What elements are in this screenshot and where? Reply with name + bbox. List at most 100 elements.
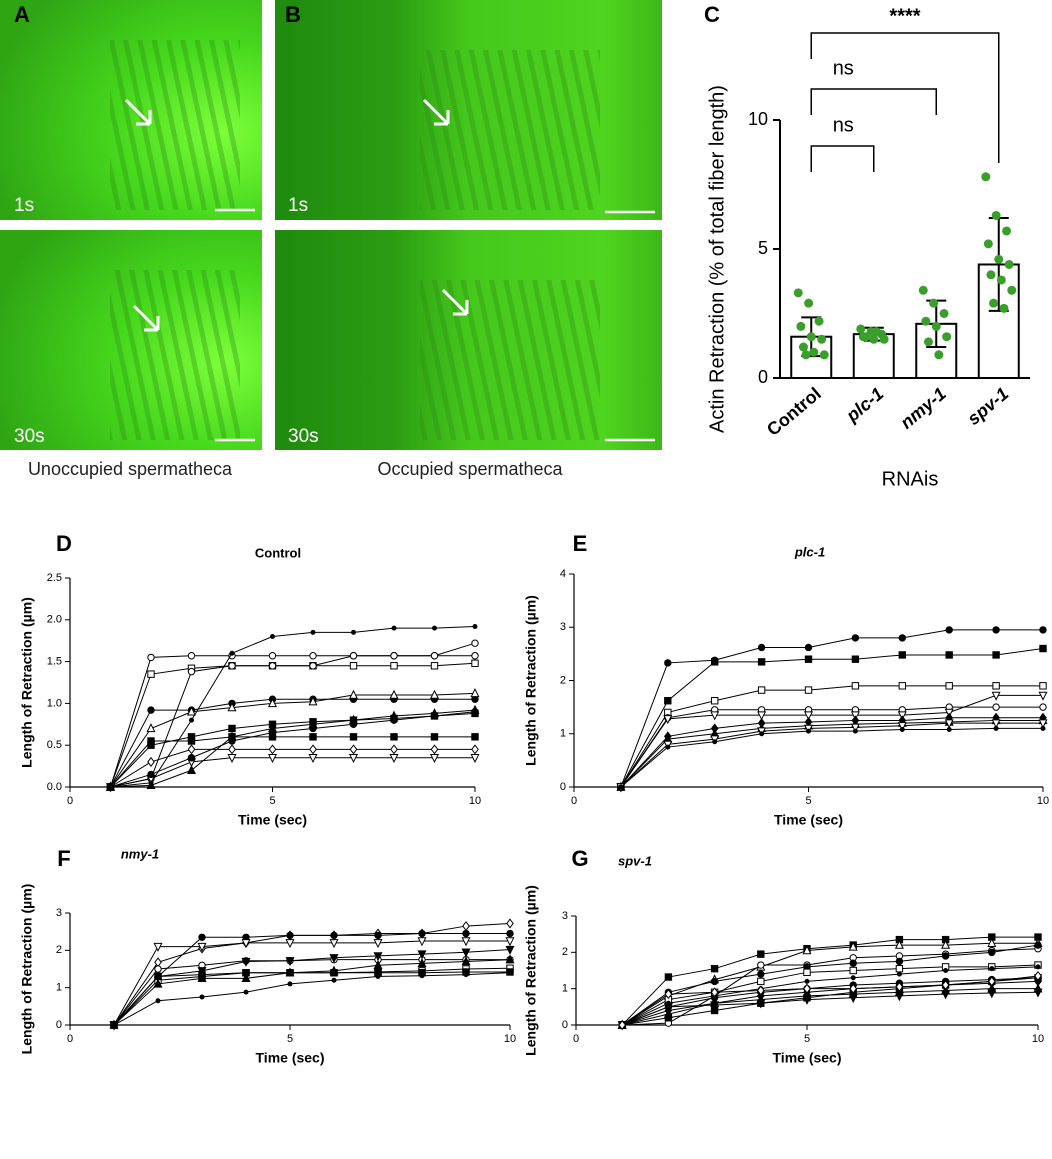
data-point — [942, 332, 952, 342]
series-line — [113, 971, 510, 1026]
marker — [330, 969, 338, 977]
marker — [803, 994, 811, 1002]
y-axis-label: Length of Retraction (µm) — [523, 885, 539, 1056]
marker — [757, 950, 765, 958]
marker — [757, 970, 765, 978]
x-tick-label: 5 — [805, 795, 811, 807]
data-point — [809, 347, 819, 357]
panel-label: C — [704, 2, 720, 27]
marker — [941, 990, 951, 1000]
marker — [804, 686, 813, 694]
marker — [241, 957, 251, 967]
x-tick-label: 10 — [469, 795, 481, 807]
x-axis-label: RNAis — [882, 468, 939, 490]
panel-label: B — [285, 2, 301, 27]
marker — [894, 992, 904, 1002]
marker — [267, 754, 278, 764]
marker — [988, 948, 996, 957]
fibers — [420, 50, 600, 210]
marker — [471, 708, 479, 716]
marker — [757, 658, 766, 666]
marker — [945, 626, 953, 634]
marker — [417, 958, 427, 968]
marker — [471, 733, 479, 741]
marker — [759, 731, 765, 737]
marker — [710, 1006, 719, 1015]
marker — [268, 662, 277, 670]
series-line — [621, 944, 1039, 1026]
marker — [106, 783, 115, 791]
marker — [896, 971, 902, 977]
x-tick-label: 10 — [504, 1033, 516, 1045]
y-tick-label: 5 — [758, 238, 768, 258]
data-point — [804, 298, 814, 308]
fibers — [110, 270, 240, 440]
marker — [309, 744, 317, 755]
marker — [663, 1003, 673, 1013]
marker — [329, 954, 339, 964]
data-point — [981, 172, 991, 182]
marker — [664, 989, 673, 1000]
marker — [187, 754, 196, 762]
marker — [430, 662, 439, 670]
marker — [471, 659, 479, 667]
series-line — [113, 959, 511, 1026]
series-line — [110, 736, 475, 788]
marker — [470, 688, 480, 698]
marker — [945, 682, 953, 690]
marker — [941, 939, 951, 949]
y-axis-label: Actin Retraction (% of total fiber lengt… — [706, 85, 728, 433]
marker — [228, 662, 236, 670]
marker — [110, 1021, 118, 1029]
marker — [268, 728, 277, 737]
data-point — [999, 303, 1009, 313]
marker — [505, 954, 515, 964]
marker — [664, 1014, 673, 1022]
y-tick-label: 2 — [560, 674, 566, 686]
data-point — [918, 285, 928, 295]
y-tick-label: 10 — [748, 109, 768, 129]
marker — [711, 658, 719, 666]
series-line — [622, 991, 1039, 1026]
marker — [895, 964, 904, 973]
marker — [506, 929, 514, 938]
y-tick-label: 0.5 — [47, 739, 62, 751]
marker — [147, 670, 155, 678]
marker — [373, 939, 383, 949]
marker — [186, 764, 197, 774]
y-tick-label: 2 — [562, 946, 568, 958]
y-tick-label: 2 — [56, 944, 62, 956]
marker — [229, 650, 235, 656]
y-tick-label: 3 — [560, 621, 566, 633]
marker — [153, 978, 163, 988]
data-point — [814, 316, 824, 326]
marker — [897, 722, 907, 732]
series-line — [110, 692, 476, 788]
fibers — [110, 40, 240, 210]
marker — [147, 770, 155, 779]
marker — [1034, 970, 1042, 981]
marker — [665, 744, 671, 750]
marker — [146, 780, 156, 790]
panel-label: D — [56, 531, 72, 556]
data-point — [994, 254, 1004, 264]
marker — [228, 737, 236, 745]
marker — [270, 634, 275, 640]
x-tick-label: 0 — [67, 1033, 73, 1045]
marker — [198, 970, 206, 979]
series-line — [110, 655, 475, 788]
marker — [189, 717, 194, 723]
marker — [895, 981, 904, 992]
marker — [991, 691, 1001, 701]
marker — [186, 706, 197, 716]
data-point — [1002, 226, 1012, 236]
marker — [462, 921, 470, 932]
marker — [461, 948, 471, 958]
marker — [187, 737, 196, 745]
x-tick-label: 10 — [1032, 1033, 1044, 1045]
marker — [471, 639, 479, 647]
marker — [757, 643, 766, 652]
marker — [268, 652, 277, 660]
marker — [153, 942, 163, 952]
marker — [989, 966, 995, 972]
